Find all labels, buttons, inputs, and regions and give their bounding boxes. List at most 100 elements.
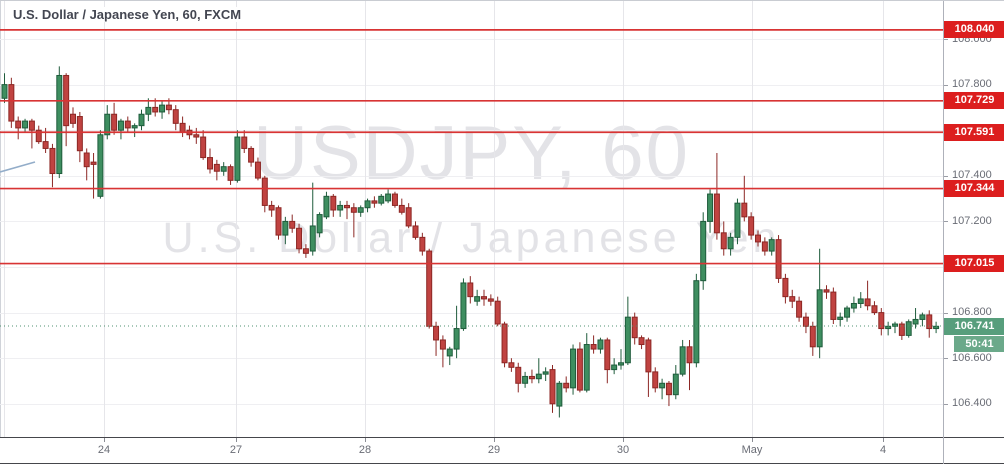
candle (844, 305, 851, 322)
candle (748, 212, 755, 240)
candle (926, 310, 933, 338)
candle (138, 109, 145, 131)
time-axis-tick (623, 438, 624, 442)
candle (90, 153, 97, 199)
time-axis-tick (883, 438, 884, 442)
candle (111, 102, 118, 135)
candle (522, 371, 529, 388)
candle (344, 200, 350, 220)
level-price-badge: 107.015 (944, 255, 1004, 273)
candle (789, 289, 796, 309)
candle (570, 344, 577, 395)
candle (713, 153, 720, 240)
candle (405, 203, 412, 229)
candle (652, 367, 659, 393)
candle (597, 337, 604, 354)
candle (850, 296, 857, 313)
candle (391, 191, 398, 208)
price-axis-tick (944, 358, 948, 360)
candle (419, 232, 426, 256)
price-axis-tick (944, 312, 948, 314)
candle (802, 312, 809, 334)
candle (207, 148, 213, 174)
candle (809, 321, 816, 356)
candle (323, 191, 330, 220)
level-price-badge: 107.344 (944, 180, 1004, 198)
candle (35, 125, 42, 144)
candle (528, 369, 535, 384)
candle (364, 198, 371, 213)
candle (220, 162, 227, 176)
candle (659, 378, 666, 400)
price-chart-canvas[interactable] (0, 0, 943, 437)
candle (131, 123, 138, 138)
candle (28, 118, 35, 149)
candle (316, 212, 323, 238)
candle (268, 200, 275, 217)
candle (535, 358, 542, 384)
time-axis[interactable]: 24 27 28 29 30 May 4 (0, 437, 1004, 464)
candle (49, 143, 56, 188)
candle (234, 130, 241, 183)
candle (563, 376, 570, 393)
candle (720, 221, 727, 256)
candle (378, 194, 385, 206)
trendline-drawing[interactable] (0, 161, 36, 173)
candle (933, 321, 940, 334)
candle (515, 362, 522, 393)
candle (761, 237, 768, 256)
candle (1, 73, 8, 103)
candle (433, 321, 440, 356)
time-axis-label: 30 (616, 444, 630, 456)
candle (398, 198, 405, 215)
level-price-badge: 107.591 (944, 123, 1004, 141)
candle (426, 248, 433, 329)
candle (70, 107, 76, 128)
candle (707, 189, 714, 233)
level-price-badge: 108.040 (944, 21, 1004, 39)
candle (837, 312, 844, 327)
candle (864, 280, 871, 311)
candle (117, 118, 124, 140)
chart-left-border (0, 0, 1, 437)
time-axis-tick (104, 438, 105, 442)
candle (302, 244, 309, 258)
candle (583, 333, 590, 393)
candle (439, 335, 446, 368)
time-axis-label: 24 (97, 444, 111, 456)
candle (371, 196, 378, 208)
candle (104, 105, 111, 140)
time-axis-label: 29 (487, 444, 501, 456)
candle (446, 346, 453, 366)
time-axis-tick (365, 438, 366, 442)
candle (227, 164, 234, 185)
candle (576, 342, 583, 393)
price-axis[interactable]: 108.000107.800107.600107.400107.200107.0… (943, 0, 1004, 437)
candle (885, 321, 892, 336)
price-axis-tick (944, 221, 948, 223)
candle (631, 312, 638, 345)
candle (590, 335, 597, 354)
candle (796, 296, 803, 322)
candle (474, 289, 481, 306)
current-price-badge: 106.741 (944, 317, 1004, 335)
price-axis-tick (944, 84, 948, 86)
candle (159, 100, 166, 119)
candle (693, 273, 700, 368)
candle (905, 319, 912, 338)
candle (624, 296, 631, 366)
candle (248, 146, 255, 167)
time-axis-label: 4 (879, 444, 887, 456)
candle (275, 205, 282, 240)
candle (542, 367, 549, 381)
candle (672, 365, 679, 400)
chart-pane[interactable]: USDJPY, 60 U.S. Dollar / Japanese Yen (0, 0, 943, 437)
candle (241, 130, 248, 153)
candle (8, 77, 15, 128)
candle (638, 335, 645, 350)
candle (912, 308, 919, 329)
price-axis-label: 107.200 (952, 214, 992, 227)
candle (289, 214, 296, 233)
candle (15, 116, 22, 140)
candle (501, 321, 508, 368)
